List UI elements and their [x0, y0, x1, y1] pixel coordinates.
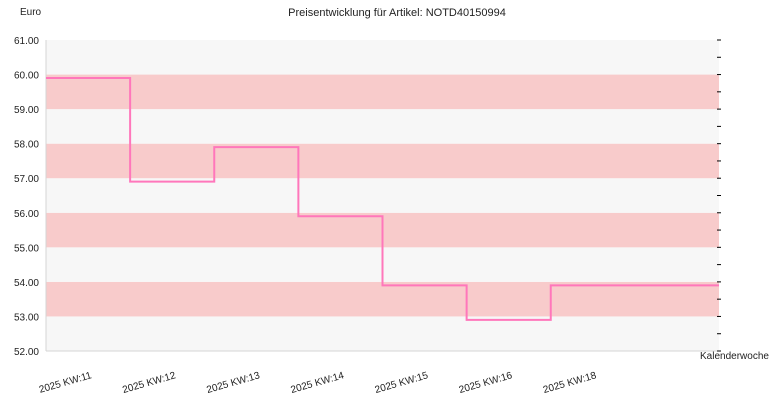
y-tick-label: 54.00 — [14, 278, 39, 289]
band-60 — [46, 40, 719, 75]
band-53 — [46, 281, 719, 317]
x-tick-label: 2025 KW:18 — [542, 370, 598, 396]
x-tick-labels: 2025 KW:11 2025 KW:12 2025 KW:13 2025 KW:14… — [38, 370, 598, 396]
series-line — [46, 77, 719, 321]
band-52 — [46, 316, 719, 351]
x-tick-label: 2025 KW:16 — [458, 370, 514, 396]
x-tick-label: 2025 KW:14 — [290, 370, 346, 396]
band-59 — [46, 74, 719, 110]
x-tick-label: 2025 KW:11 — [38, 370, 93, 396]
y-tick-label: 52.00 — [14, 347, 39, 358]
y-axis-label: Euro — [20, 7, 42, 18]
chart-title: Preisentwicklung für Artikel: NOTD401509… — [288, 7, 506, 19]
x-tick-label: 2025 KW:13 — [205, 370, 261, 396]
band-56 — [46, 178, 719, 213]
y-tick-labels: 52.00 53.00 54.00 55.00 56.00 57.00 58.00 59.00… — [14, 36, 39, 358]
y-tick-label: 58.00 — [14, 140, 39, 151]
x-axis-label: Kalenderwoche — [700, 351, 769, 362]
x-tick-label: 2025 KW:12 — [121, 370, 177, 396]
y-tick-label: 59.00 — [14, 105, 39, 116]
band-58 — [46, 109, 719, 144]
y-tick-label: 57.00 — [14, 174, 39, 185]
y-tick-label: 61.00 — [14, 36, 39, 47]
axes — [45, 39, 721, 352]
y-tick-label: 53.00 — [14, 312, 39, 323]
y-tick-label: 55.00 — [14, 243, 39, 254]
background-bands — [46, 40, 719, 351]
x-tick-label: 2025 KW:15 — [374, 370, 430, 396]
y-tick-label: 60.00 — [14, 71, 39, 82]
series-group — [46, 77, 719, 321]
y-tick-label: 56.00 — [14, 209, 39, 220]
band-57 — [46, 143, 719, 179]
